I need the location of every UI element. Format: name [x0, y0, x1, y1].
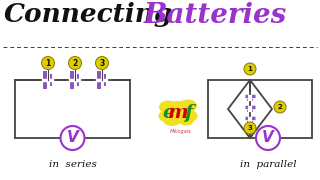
Text: Batteries: Batteries	[144, 2, 287, 29]
Ellipse shape	[178, 114, 194, 125]
Text: Connecting: Connecting	[4, 2, 173, 27]
Circle shape	[256, 126, 280, 150]
Text: V: V	[262, 130, 274, 145]
Text: 2: 2	[72, 58, 78, 68]
Circle shape	[95, 57, 108, 69]
Circle shape	[60, 126, 84, 150]
Circle shape	[244, 122, 256, 134]
Text: 3: 3	[100, 58, 105, 68]
Text: 1: 1	[248, 66, 252, 72]
Ellipse shape	[163, 114, 181, 126]
Ellipse shape	[162, 101, 194, 123]
Text: 3: 3	[248, 125, 252, 131]
Ellipse shape	[158, 111, 172, 122]
Circle shape	[68, 57, 82, 69]
Text: in  parallel: in parallel	[240, 160, 296, 169]
Text: in  series: in series	[49, 160, 96, 169]
Text: Mélogais: Mélogais	[170, 129, 192, 134]
Text: m: m	[168, 104, 188, 122]
Circle shape	[244, 63, 256, 75]
Text: V: V	[67, 130, 78, 145]
Text: 1: 1	[45, 58, 51, 68]
Text: 2: 2	[278, 104, 282, 110]
Text: e: e	[163, 104, 175, 122]
Circle shape	[42, 57, 54, 69]
Ellipse shape	[179, 100, 197, 112]
Circle shape	[274, 101, 286, 113]
Ellipse shape	[159, 100, 177, 114]
Ellipse shape	[185, 111, 197, 122]
Text: f: f	[184, 104, 192, 122]
